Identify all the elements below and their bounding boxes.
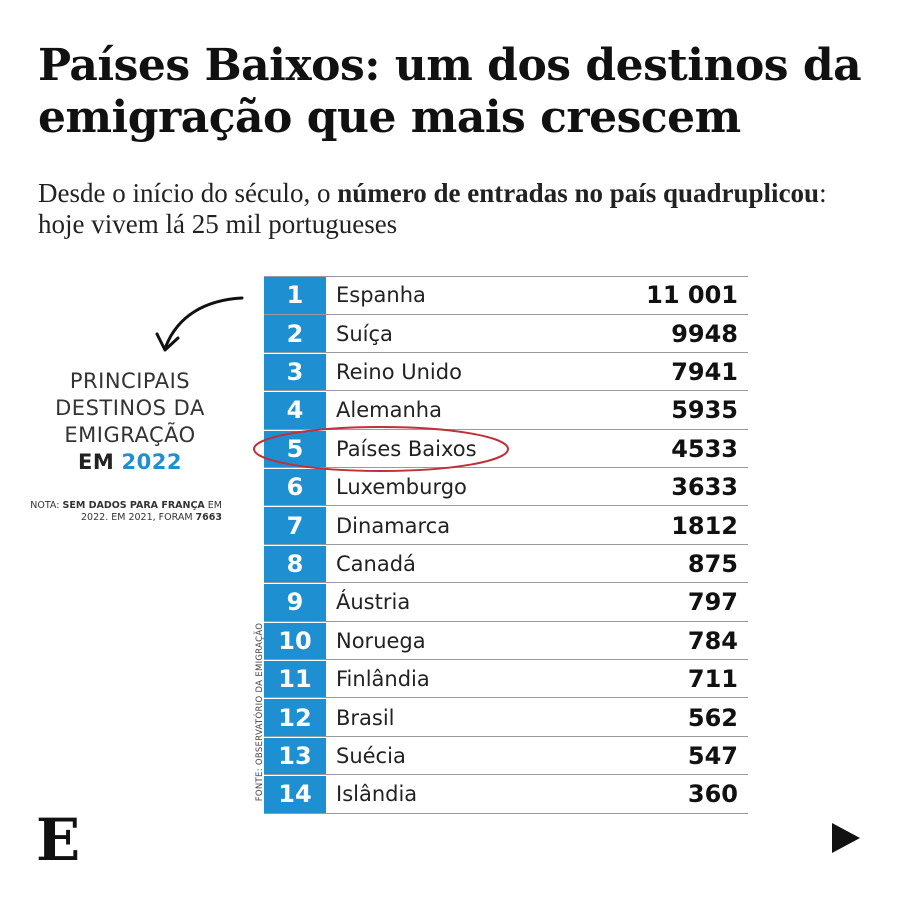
note-prefix: NOTA:: [30, 500, 63, 511]
subtitle-bold: número de entradas no país quadruplicou: [337, 178, 820, 208]
ranking-table: 1 Espanha 11 001 2 Suíça 9948 3 Reino Unido 7941…: [264, 276, 748, 814]
country-cell: Suécia: [336, 743, 406, 768]
country-cell: Canadá: [336, 551, 416, 576]
country-cell: Noruega: [336, 628, 426, 653]
value-cell: 1812: [671, 511, 738, 540]
table-row: 10 Noruega 784: [264, 622, 748, 661]
country-cell: Dinamarca: [336, 513, 451, 538]
table-row: 5 Países Baixos 4533: [264, 430, 748, 469]
country-cell: Luxemburgo: [336, 475, 467, 500]
country-cell: Suíça: [336, 321, 393, 346]
rank-cell: 1: [264, 277, 326, 314]
side-label-line2: DESTINOS DA: [55, 396, 205, 420]
country-cell: Brasil: [336, 705, 395, 730]
highlight-ellipse: [253, 426, 509, 472]
value-cell: 7941: [671, 358, 738, 387]
value-cell: 547: [687, 741, 738, 770]
table-row: 4 Alemanha 5935: [264, 392, 748, 430]
table-row: 14 Islândia 360: [264, 776, 748, 814]
value-cell: 9948: [671, 319, 738, 348]
rank-cell: 9: [264, 584, 326, 621]
rank-cell: 10: [264, 622, 326, 660]
value-cell: 562: [687, 703, 738, 732]
note-bold1: SEM DADOS PARA FRANÇA: [62, 500, 205, 511]
country-cell: Alemanha: [336, 398, 442, 423]
table-row: 11 Finlândia 711: [264, 660, 748, 699]
side-label-line1: PRINCIPAIS: [69, 369, 191, 393]
note-bold2: 7663: [195, 512, 222, 523]
subtitle-part1: Desde o início do século, o: [38, 178, 338, 208]
table-row: 2 Suíça 9948: [264, 315, 748, 353]
rank-cell: 13: [264, 737, 326, 775]
value-cell: 4533: [671, 434, 738, 463]
side-label: PRINCIPAIS DESTINOS DA EMIGRAÇÃO EM 2022: [30, 368, 230, 476]
table-row: 8 Canadá 875: [264, 545, 748, 584]
rank-cell: 2: [264, 315, 326, 352]
country-cell: Países Baixos: [336, 436, 477, 461]
rank-cell: 12: [264, 699, 326, 736]
rank-cell: 11: [264, 660, 326, 698]
value-cell: 5935: [671, 396, 738, 425]
rank-cell: 14: [264, 776, 326, 813]
rank-cell: 6: [264, 468, 326, 506]
table-row: 3 Reino Unido 7941: [264, 353, 748, 392]
country-cell: Islândia: [336, 782, 418, 807]
table-row: 13 Suécia 547: [264, 737, 748, 776]
country-cell: Reino Unido: [336, 360, 462, 385]
rank-cell: 4: [264, 392, 326, 429]
value-cell: 11 001: [646, 281, 738, 310]
page-subtitle: Desde o início do século, o número de en…: [38, 178, 878, 240]
rank-cell: 7: [264, 507, 326, 544]
table-row: 6 Luxemburgo 3633: [264, 468, 748, 507]
side-label-line4: EM 2022: [30, 449, 230, 476]
value-cell: 797: [687, 588, 738, 617]
rank-cell: 8: [264, 545, 326, 583]
title-bold: Países Baixos: [38, 40, 365, 91]
side-label-year: 2022: [121, 450, 182, 474]
country-cell: Áustria: [336, 590, 411, 615]
note-mid: EM 2022. EM 2021, FORAM: [81, 500, 222, 523]
country-cell: Finlândia: [336, 667, 430, 692]
value-cell: 711: [687, 665, 738, 694]
curved-arrow-icon: [155, 296, 244, 352]
table-row: 7 Dinamarca 1812: [264, 507, 748, 545]
side-label-line3: EMIGRAÇÃO: [64, 423, 196, 447]
title-rest: : um dos destinos da emigração que mais …: [38, 40, 862, 143]
value-cell: 784: [687, 626, 738, 655]
value-cell: 3633: [671, 473, 738, 502]
rank-cell: 3: [264, 353, 326, 391]
table-row: 12 Brasil 562: [264, 699, 748, 737]
table-row: 1 Espanha 11 001: [264, 277, 748, 315]
page-title: Países Baixos: um dos destinos da emigra…: [38, 40, 878, 144]
subtitle-part2: : hoje vivem lá 25 mil portugueses: [38, 178, 827, 239]
country-cell: Espanha: [336, 283, 426, 308]
footnote: NOTA: SEM DADOS PARA FRANÇA EM 2022. EM …: [30, 500, 222, 524]
table-row: 9 Áustria 797: [264, 584, 748, 622]
play-triangle-icon[interactable]: [830, 821, 862, 855]
brand-logo: E: [36, 806, 81, 874]
side-label-em: EM: [78, 450, 115, 474]
value-cell: 875: [687, 549, 738, 578]
value-cell: 360: [687, 780, 738, 809]
